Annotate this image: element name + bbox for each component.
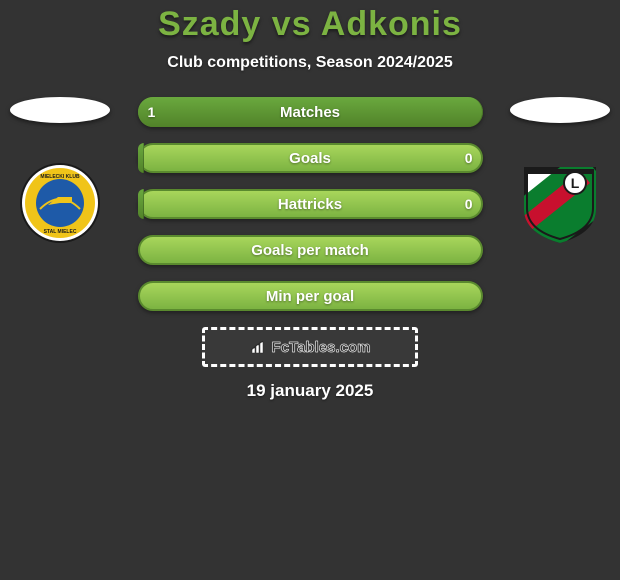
bar-chart-icon — [250, 340, 268, 354]
svg-text:STAL MIELEC: STAL MIELEC — [44, 229, 77, 235]
stat-label: Matches — [138, 97, 483, 127]
stat-row: Min per goal — [138, 281, 483, 311]
watermark-text: FcTables.com — [272, 339, 371, 356]
stat-row: Hattricks0 — [138, 189, 483, 219]
svg-text:L: L — [571, 175, 580, 191]
player-right-headshot-placeholder — [510, 97, 610, 123]
stat-value-left: 1 — [148, 97, 156, 127]
legia-warsaw-crest-icon: L — [510, 161, 610, 245]
stat-value-right: 0 — [465, 189, 473, 219]
date-label: 19 january 2025 — [0, 381, 620, 401]
club-right-badge: L — [510, 161, 610, 245]
stal-mielec-crest-icon: MIELECKI KLUB STAL MIELEC — [10, 161, 110, 245]
stats-area: MIELECKI KLUB STAL MIELEC — [0, 97, 620, 311]
club-left-badge: MIELECKI KLUB STAL MIELEC — [10, 161, 110, 245]
page-title: Szady vs Adkonis — [0, 5, 620, 44]
stat-label: Hattricks — [138, 189, 483, 219]
stat-row: Matches1 — [138, 97, 483, 127]
stat-label: Min per goal — [138, 281, 483, 311]
stat-row: Goals0 — [138, 143, 483, 173]
svg-text:MIELECKI KLUB: MIELECKI KLUB — [40, 174, 80, 180]
player-left-headshot-placeholder — [10, 97, 110, 123]
player-left-column: MIELECKI KLUB STAL MIELEC — [10, 97, 110, 245]
stat-rows: Matches1Goals0Hattricks0Goals per matchM… — [138, 97, 483, 311]
stat-label: Goals per match — [138, 235, 483, 265]
stat-label: Goals — [138, 143, 483, 173]
watermark-badge: FcTables.com — [202, 327, 418, 367]
comparison-card: Szady vs Adkonis Club competitions, Seas… — [0, 0, 620, 580]
subtitle: Club competitions, Season 2024/2025 — [0, 54, 620, 72]
stat-value-right: 0 — [465, 143, 473, 173]
player-right-column: L — [510, 97, 610, 245]
stat-row: Goals per match — [138, 235, 483, 265]
